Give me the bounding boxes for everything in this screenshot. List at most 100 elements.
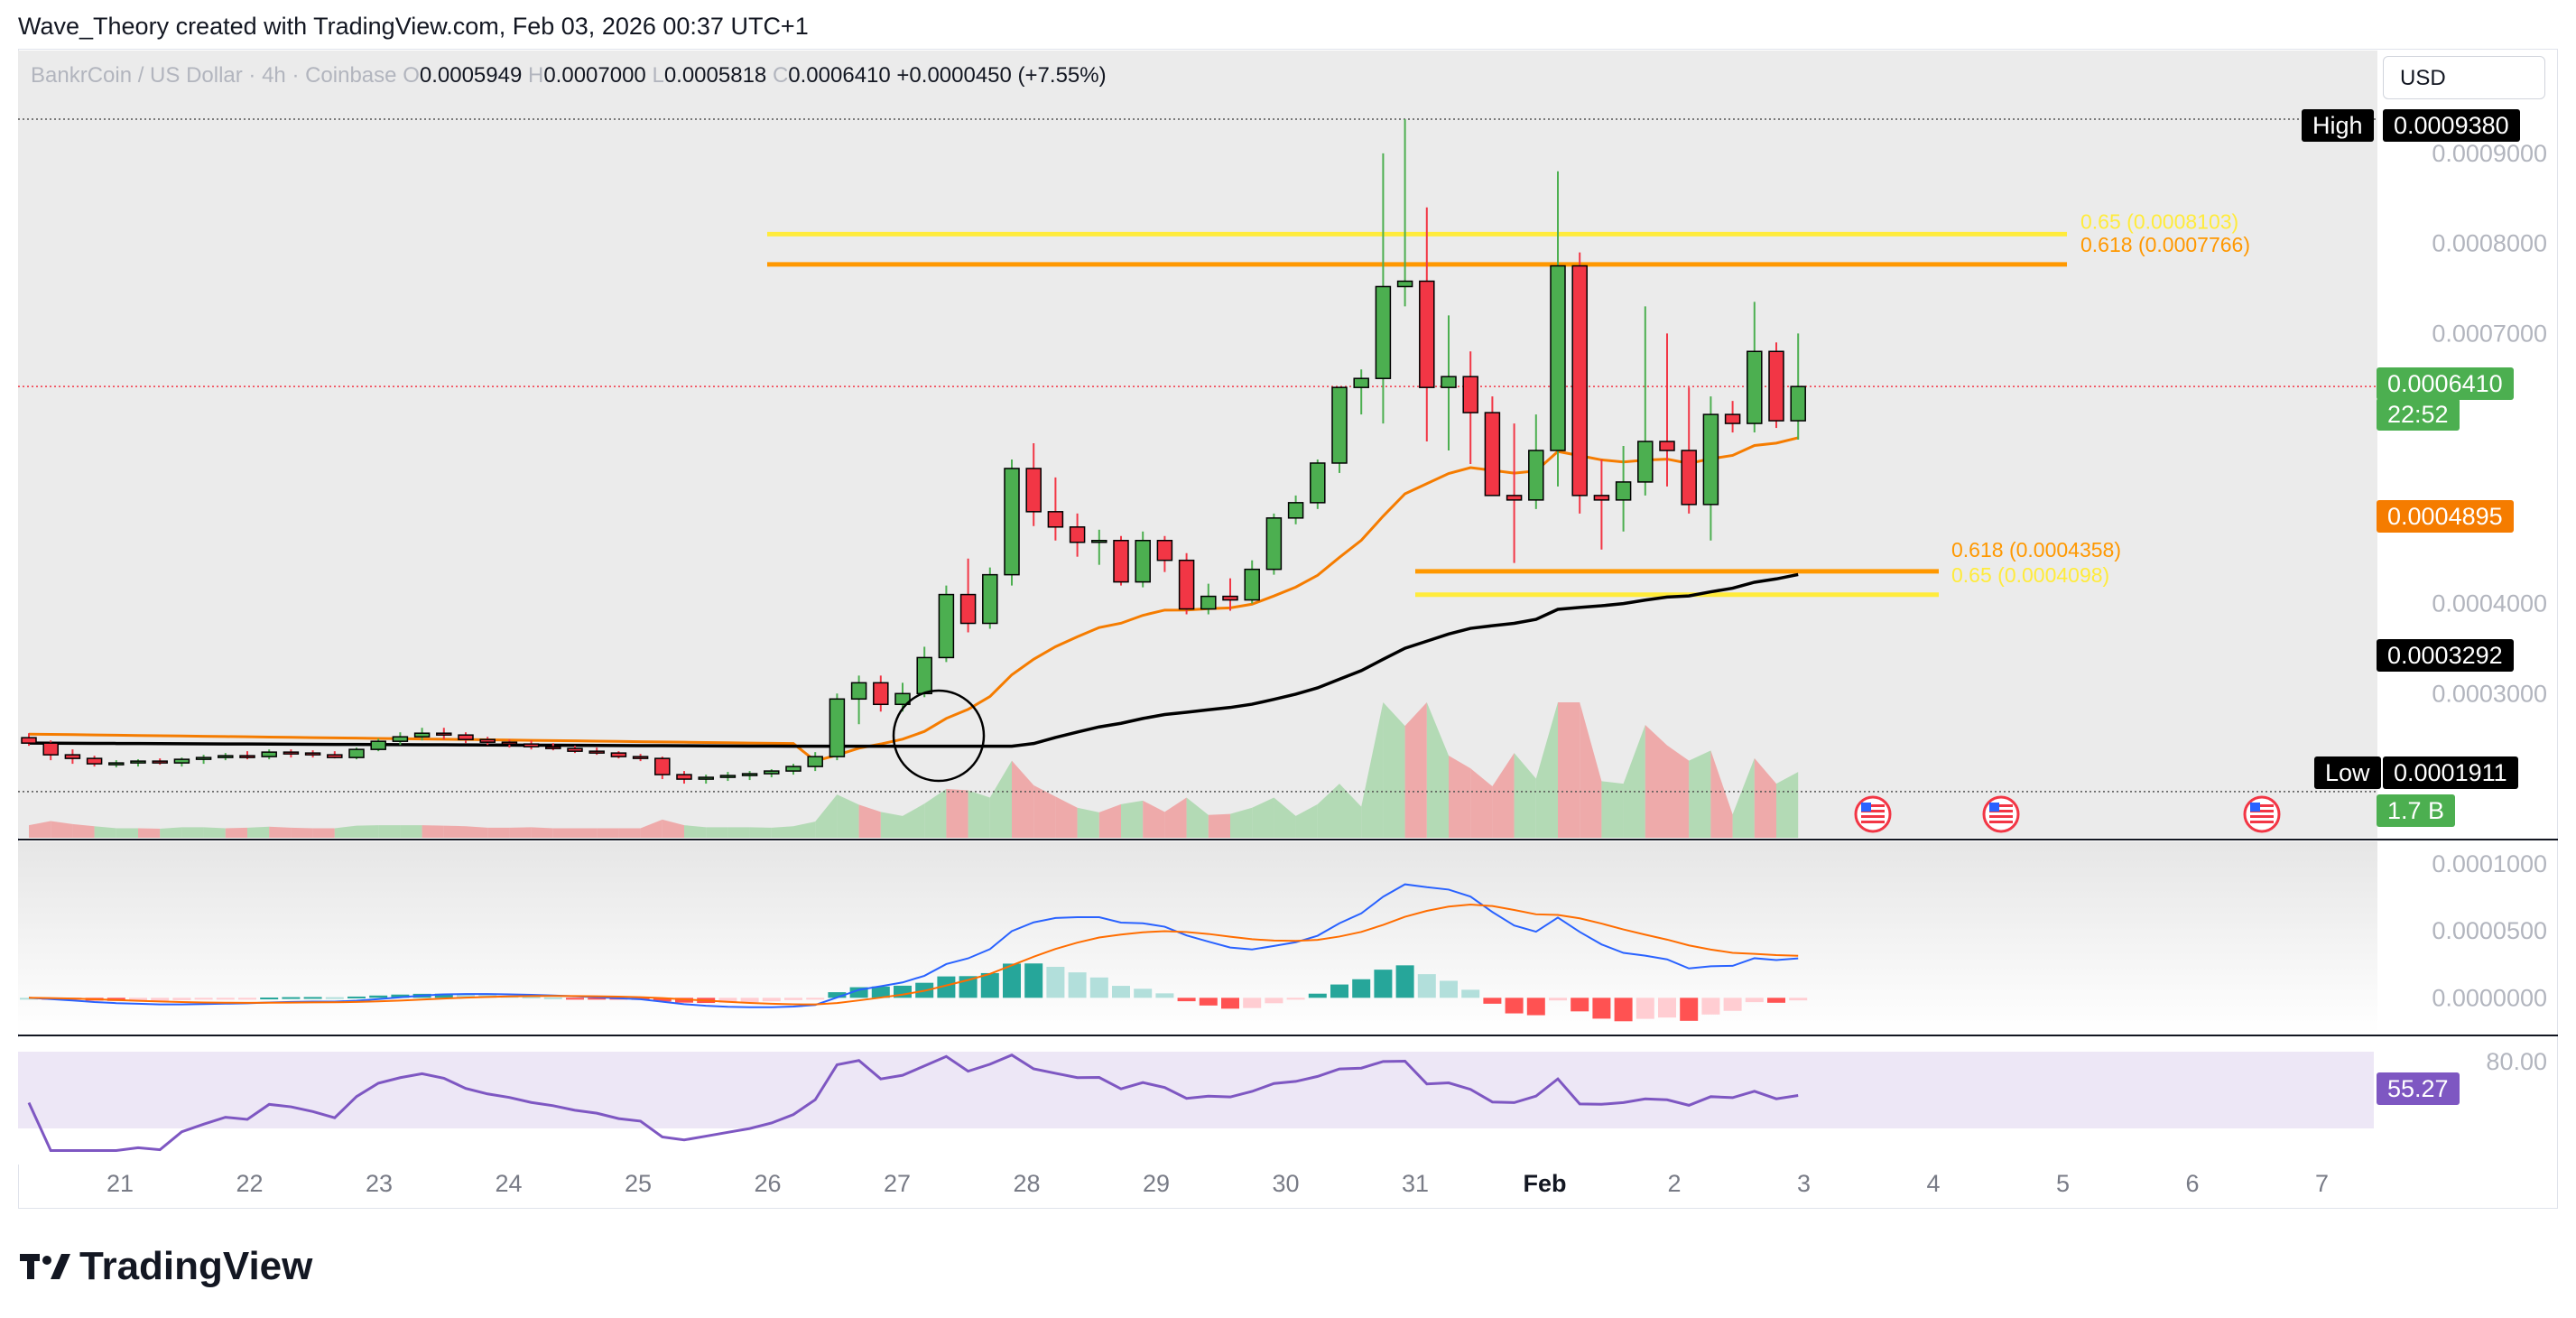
candle-body (327, 754, 343, 758)
candle-body (916, 656, 932, 695)
macd-signal-line (28, 904, 1799, 1006)
volume-bar (1361, 702, 1384, 838)
fib-label-065-upper: 0.65 (0.0008103) (2080, 209, 2238, 233)
time-tick: 22 (236, 1170, 263, 1197)
macd-histogram-bar (1680, 998, 1699, 1021)
time-tick: 29 (1143, 1170, 1170, 1197)
candle-body (501, 741, 518, 745)
volume-bar (749, 827, 772, 838)
macd-histogram-bar (1526, 998, 1545, 1016)
chart-credit: Wave_Theory created with TradingView.com… (18, 13, 809, 40)
candle-body (632, 756, 649, 759)
logo-text: TradingView (79, 1244, 313, 1288)
macd-histogram-bar (806, 998, 825, 1000)
macd-histogram-bar (1286, 998, 1305, 1000)
candle-body (938, 593, 955, 659)
volume-bar (487, 827, 510, 838)
fib-label-065-lower: 0.65 (0.0004098) (1951, 563, 2109, 587)
volume-bar (1404, 702, 1427, 838)
currency-selector[interactable]: USD (2383, 56, 2545, 99)
macd-histogram-bar (675, 998, 693, 1003)
time-tick: 2 (1667, 1170, 1681, 1197)
time-tick: 4 (1926, 1170, 1940, 1197)
volume-bar (837, 794, 859, 838)
candle-body (873, 682, 889, 706)
time-tick: 27 (884, 1170, 911, 1197)
high-value: 0.0007000 (543, 63, 646, 88)
macd-histogram-bar (871, 986, 890, 998)
ema-slow-tag: 0.0003292 (2377, 639, 2514, 672)
macd-histogram-bar (1243, 998, 1262, 1008)
macd-histogram-bar (282, 997, 301, 999)
rsi-band (18, 1052, 2374, 1128)
volume-bar (1033, 784, 1056, 838)
volume-bar (946, 788, 968, 838)
candle-body (1506, 495, 1523, 501)
macd-histogram-bar (1134, 988, 1153, 998)
candle-body (1287, 502, 1304, 519)
main-pane-bg (18, 51, 2377, 838)
volume-bar (1121, 800, 1144, 838)
candle-body (1724, 413, 1741, 424)
volume-bar (1535, 702, 1558, 838)
macd-histogram-bar (1046, 967, 1065, 998)
ohlc-legend[interactable]: BankrCoin / US Dollar · 4h · Coinbase O0… (31, 63, 1107, 88)
volume-bar (597, 828, 619, 838)
tradingview-logo-icon (20, 1246, 72, 1291)
volume-bar (1470, 768, 1493, 838)
macd-histogram-bar (1461, 989, 1480, 998)
volume-bar (94, 826, 116, 838)
candle-body (392, 736, 409, 742)
macd-tick: 0.0000500 (2432, 917, 2547, 944)
candle-body (173, 758, 190, 764)
candle-body (1004, 468, 1020, 576)
candle-body (1484, 412, 1501, 497)
candle-body (1156, 539, 1173, 562)
candle-body (850, 682, 867, 701)
high-value-tag: 0.0009380 (2383, 109, 2520, 142)
time-tick: 28 (1013, 1170, 1040, 1197)
volume-bar (1274, 797, 1296, 838)
volume-bar (1383, 702, 1405, 838)
macd-histogram-bar (1330, 984, 1348, 998)
candle-body (785, 766, 802, 772)
ema-slow-line (28, 572, 1799, 748)
volume-bar (1776, 772, 1799, 838)
volume-bar (1426, 702, 1449, 838)
macd-histogram-bar (1308, 993, 1327, 998)
macd-histogram-bar (566, 998, 584, 1000)
last-price-tag: 0.0006410 (2377, 367, 2514, 400)
candle-body (1113, 539, 1129, 583)
volume-bar (1098, 803, 1121, 838)
time-tick: Feb (1523, 1170, 1566, 1197)
macd-histogram-bar (1701, 998, 1720, 1015)
volume-bar (575, 828, 598, 838)
macd-histogram-bar (653, 998, 672, 1002)
fib-label-0618-upper: 0.618 (0.0007766) (2080, 233, 2250, 256)
volume-bar (334, 825, 357, 838)
macd-histogram-bar (1265, 998, 1283, 1004)
volume-bar (116, 828, 138, 838)
volume-bar (1339, 784, 1362, 838)
macd-histogram-bar (1614, 998, 1633, 1022)
candle-body (195, 756, 212, 760)
volume-bar (684, 825, 707, 838)
volume-bar (400, 825, 422, 838)
tradingview-logo[interactable]: TradingView (20, 1244, 312, 1291)
bar-countdown: 22:52 (2377, 398, 2460, 431)
open-value: 0.0005949 (419, 63, 523, 88)
macd-histogram-bar (849, 987, 868, 998)
time-tick: 31 (1402, 1170, 1429, 1197)
candle-body (1353, 377, 1369, 388)
macd-pane-bg (18, 841, 2377, 1034)
price-tick: 0.0009000 (2432, 140, 2547, 167)
symbol-title[interactable]: BankrCoin / US Dollar · 4h · Coinbase (31, 63, 397, 88)
volume-bar (1230, 807, 1253, 838)
volume-bar (1164, 797, 1187, 838)
volume-bar (531, 827, 553, 838)
volume-bar (203, 827, 226, 838)
candle-body (1441, 376, 1457, 388)
macd-histogram-bar (784, 998, 802, 1000)
volume-bar (1601, 781, 1624, 838)
